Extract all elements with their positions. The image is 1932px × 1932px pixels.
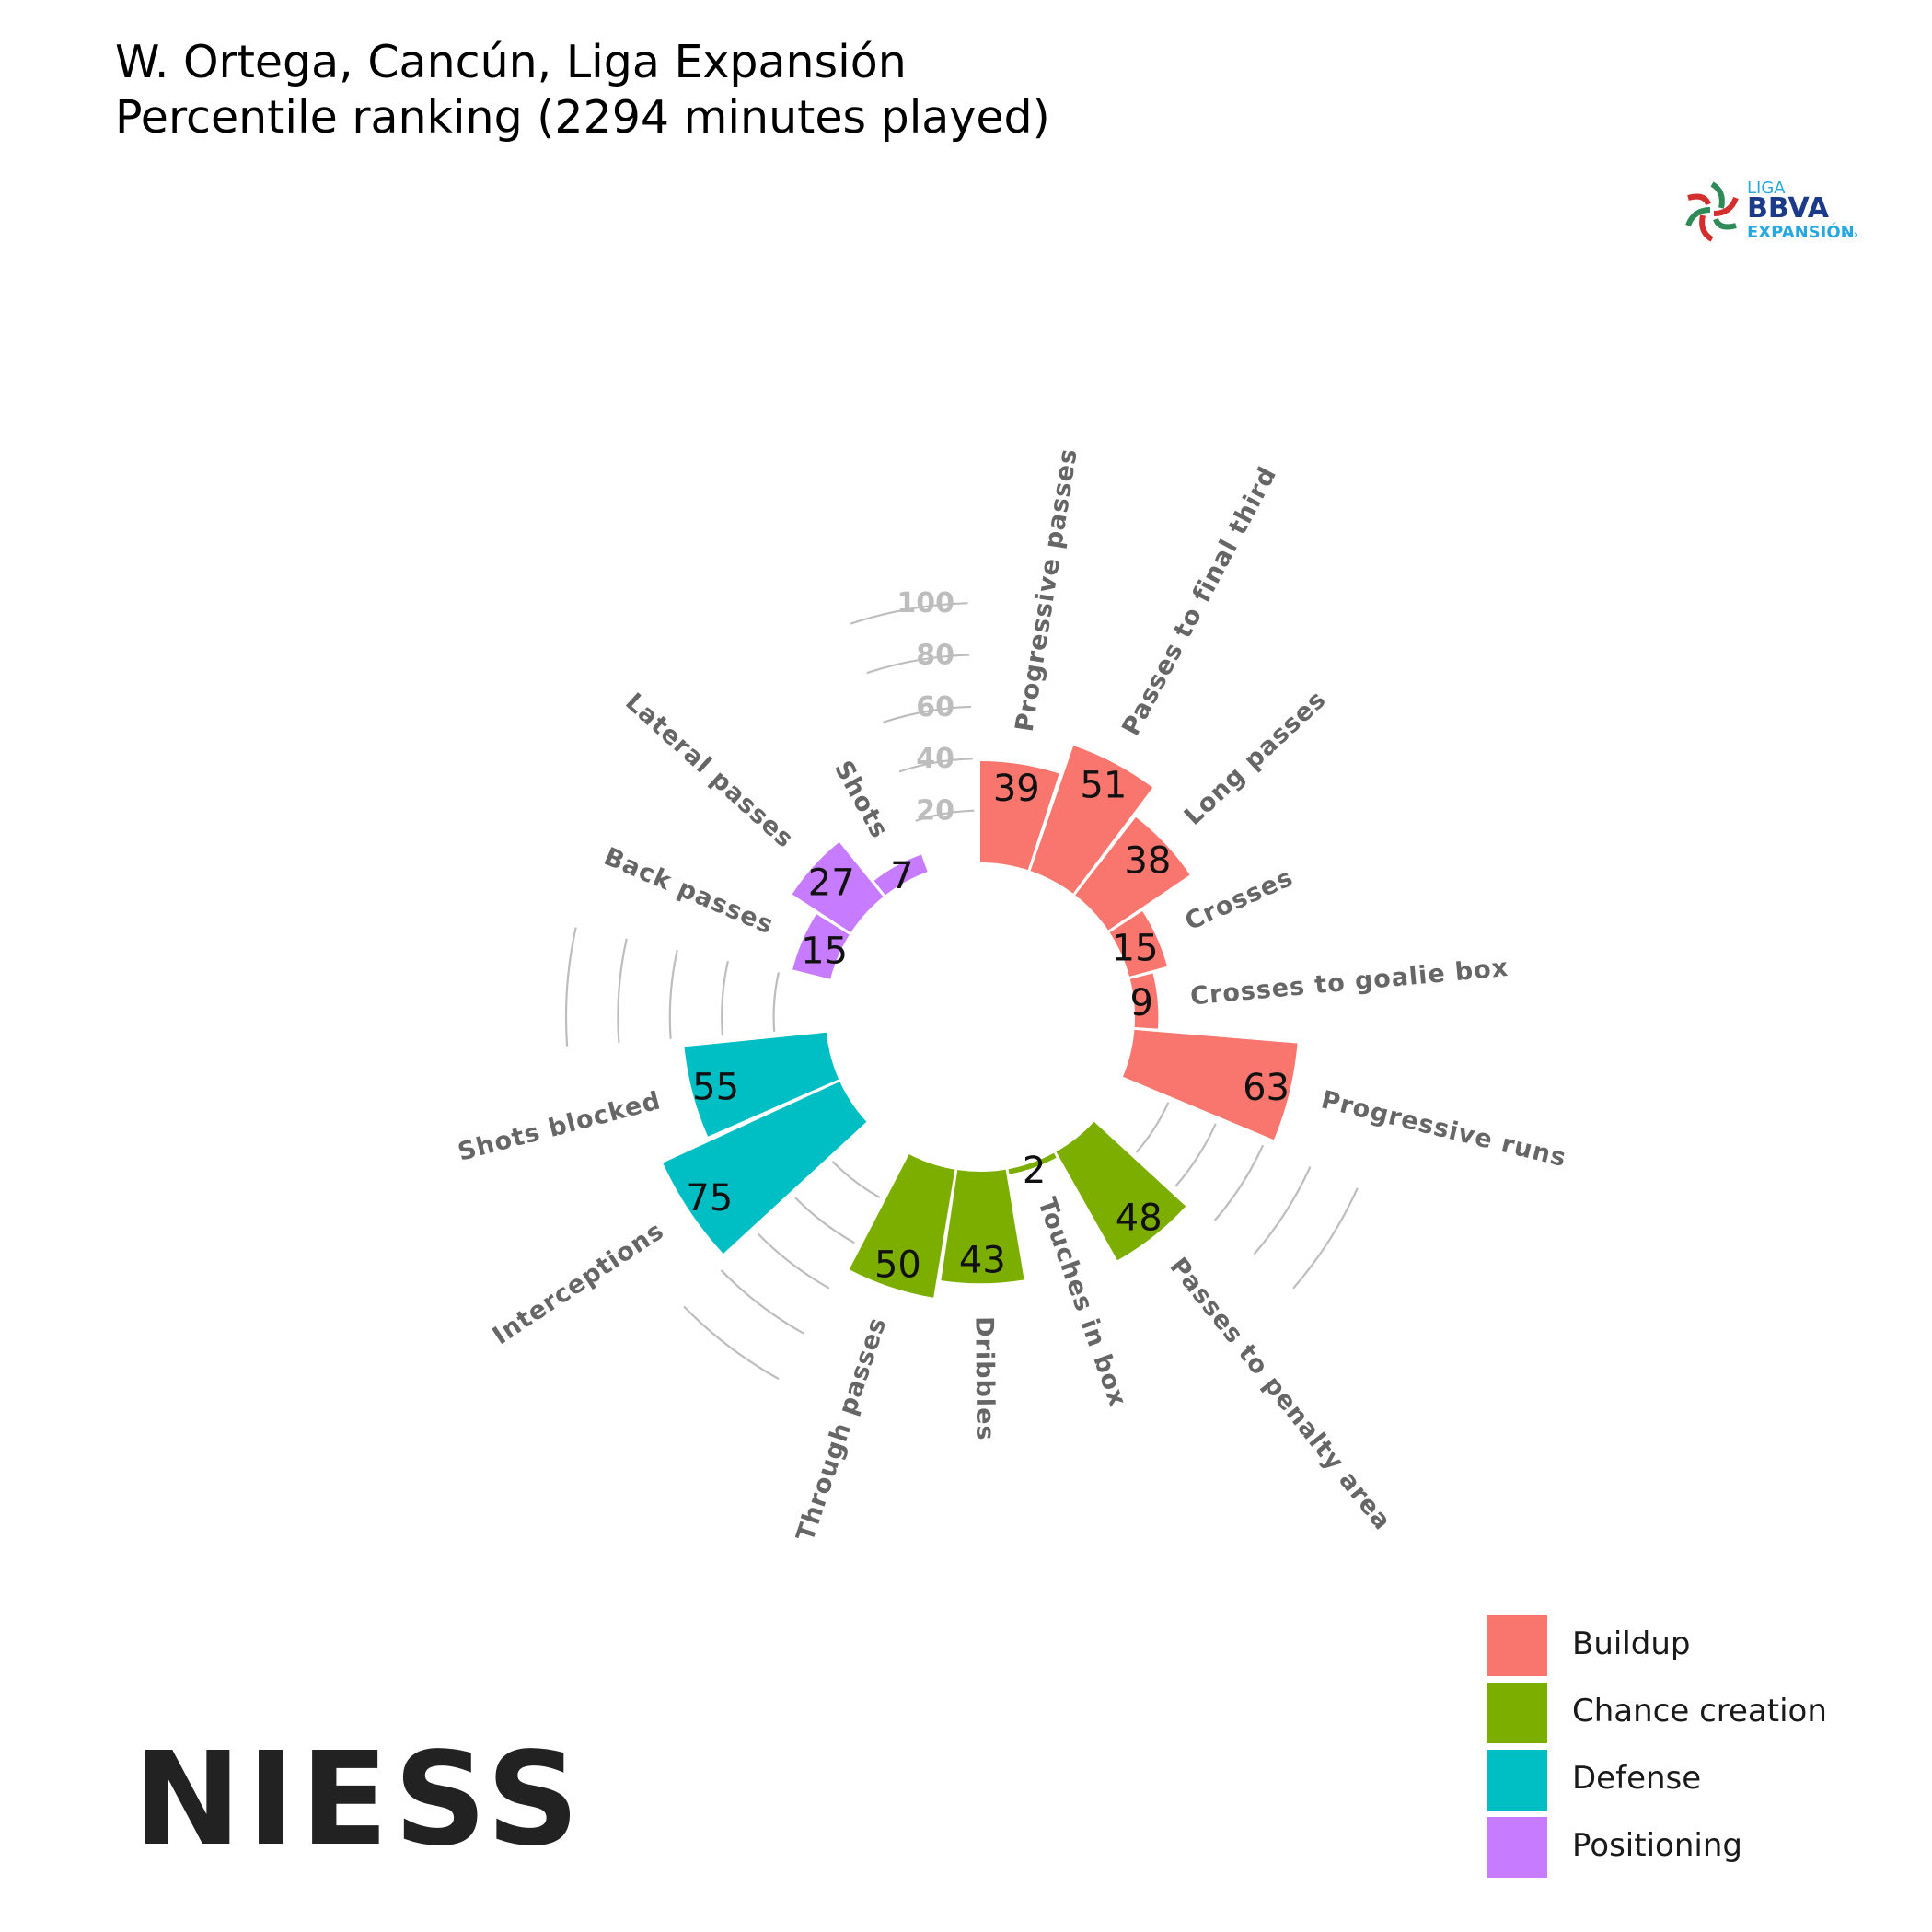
expansion-text: EXPANSIÓN [1747, 222, 1855, 242]
value-label-progressive-runs: 63 [1243, 1067, 1290, 1109]
bar-shots-blocked [684, 1032, 839, 1137]
value-label-through-passes: 50 [874, 1244, 921, 1286]
value-label-crosses-to-goalie-box: 9 [1130, 982, 1153, 1024]
bar-long-passes [1075, 816, 1190, 931]
category-label-passes-to-final-third: Passes to final third [1116, 462, 1282, 741]
category-label-interceptions: Interceptions [488, 1217, 669, 1351]
category-label-dribbles: Dribbles [969, 1316, 999, 1441]
niess-logo: NIESS [133, 1744, 584, 1855]
gridline-arc [720, 1269, 804, 1335]
value-label-back-passes: 15 [801, 930, 848, 972]
bar-dribbles [941, 1169, 1024, 1284]
gridline-arc [850, 602, 968, 625]
bar-interceptions [663, 1082, 867, 1255]
bar-progressive-passes [980, 761, 1059, 871]
gridline-arc [898, 758, 973, 773]
gridline-arc [866, 654, 970, 675]
gridline-arc [915, 809, 975, 822]
value-label-lateral-passes: 27 [808, 862, 855, 905]
gridline-arc [564, 927, 577, 1047]
value-label-long-passes: 38 [1124, 840, 1171, 883]
chart-subtitle: Percentile ranking (2294 minutes played) [115, 91, 1050, 144]
liga-swirl-icon [1685, 181, 1739, 242]
category-label-shots: Shots [828, 756, 894, 843]
legend-label: Defense [1572, 1760, 1702, 1797]
niess-text: NIESS [133, 1744, 584, 1855]
gridline-arc [617, 938, 628, 1043]
radial-tick-label: 80 [916, 639, 954, 671]
gridline-arc [883, 705, 972, 723]
radial-tick-label: 40 [916, 743, 954, 775]
legend-label: Chance creation [1572, 1693, 1827, 1730]
radial-tick-label: 100 [897, 587, 954, 619]
value-label-dribbles: 43 [959, 1239, 1006, 1281]
bar-through-passes [849, 1154, 955, 1298]
radial-tick-label: 20 [916, 795, 954, 827]
legend-label: Positioning [1572, 1827, 1742, 1864]
gridline-arc [758, 1232, 830, 1290]
bar-lateral-passes [792, 841, 884, 933]
gridline-arc [721, 960, 729, 1035]
category-label-progressive-passes: Progressive passes [1011, 446, 1083, 734]
legend-swatch [1487, 1615, 1547, 1676]
category-label-through-passes: Through passes [792, 1313, 893, 1544]
category-label-lateral-passes: Lateral passes [619, 688, 799, 854]
gridline-arc [1174, 1123, 1217, 1187]
bar-crosses [1109, 910, 1167, 977]
category-label-back-passes: Back passes [600, 842, 779, 940]
gridline-arc [772, 972, 781, 1032]
category-label-progressive-runs: Progressive runs [1318, 1085, 1569, 1173]
legend-swatch [1487, 1683, 1547, 1743]
chart-title: W. Ortega, Cancún, Liga Expansión Percen… [115, 35, 1050, 145]
bar-progressive-runs [1123, 1029, 1298, 1140]
gridline-arc [1292, 1187, 1359, 1290]
bar-shots [873, 854, 928, 896]
gridline-arc [831, 1161, 881, 1198]
value-label-shots-blocked: 55 [692, 1066, 739, 1108]
value-label-touches-in-box: 2 [1023, 1150, 1046, 1192]
bar-crosses-to-goalie-box [1129, 973, 1159, 1029]
legend-swatch [1487, 1750, 1547, 1811]
category-label-crosses: Crosses [1181, 863, 1298, 937]
gridline-arc [668, 949, 678, 1039]
gridline-arc [794, 1197, 855, 1244]
category-label-shots-blocked: Shots blocked [455, 1086, 664, 1167]
value-label-progressive-passes: 39 [993, 768, 1040, 810]
mx-text: mx [1845, 230, 1857, 240]
bar-passes-to-final-third [1030, 746, 1153, 894]
legend-swatch [1487, 1817, 1547, 1878]
value-label-crosses: 15 [1112, 927, 1159, 969]
gridline-arc [1135, 1102, 1170, 1153]
liga-text: LIGA [1747, 179, 1786, 198]
category-label-crosses-to-goalie-box: Crosses to goalie box [1189, 954, 1510, 1012]
bar-passes-to-penalty-area [1056, 1121, 1186, 1261]
chart-title-line1: W. Ortega, Cancún, Liga Expansión [115, 36, 907, 88]
gridline-arc [1253, 1166, 1312, 1255]
radial-tick-label: 60 [916, 691, 954, 723]
value-label-shots: 7 [890, 855, 913, 897]
category-label-passes-to-penalty-area: Passes to penalty area [1163, 1253, 1396, 1536]
liga-expansion-logo: LIGA BBVA EXPANSIÓN mx [1685, 179, 1857, 242]
bar-back-passes [792, 914, 850, 979]
bar-touches-in-box [1008, 1152, 1057, 1174]
gridline-arc [683, 1305, 780, 1381]
value-label-passes-to-final-third: 51 [1080, 764, 1127, 806]
legend-label: Buildup [1572, 1625, 1691, 1662]
category-label-long-passes: Long passes [1179, 685, 1332, 831]
value-label-passes-to-penalty-area: 48 [1116, 1197, 1163, 1239]
gridline-arc [1213, 1144, 1265, 1221]
value-label-interceptions: 75 [686, 1177, 733, 1220]
bbva-text: BBVA [1747, 192, 1830, 225]
